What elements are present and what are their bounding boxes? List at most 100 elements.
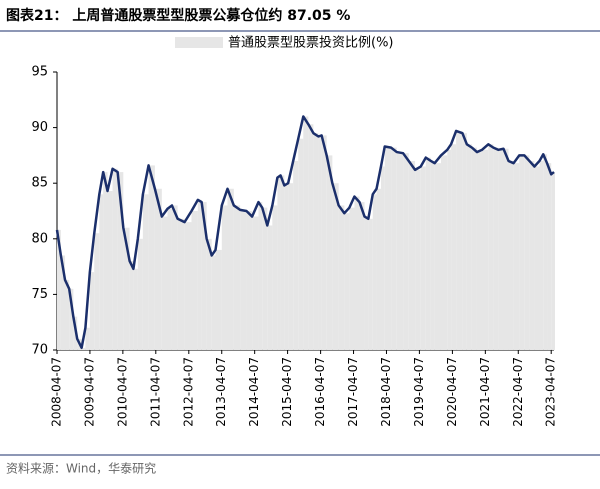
area-column bbox=[338, 205, 345, 350]
x-tick-label: 2022-04-07 bbox=[511, 357, 525, 427]
area-column bbox=[148, 165, 155, 350]
area-column bbox=[233, 205, 241, 350]
y-tick-label: 75 bbox=[31, 287, 48, 302]
area-column bbox=[137, 238, 143, 350]
area-column bbox=[308, 124, 314, 350]
area-column bbox=[503, 148, 509, 350]
area-column bbox=[57, 229, 61, 350]
area-column bbox=[321, 135, 327, 350]
area-column bbox=[476, 152, 483, 350]
area-column bbox=[440, 155, 448, 350]
area-column bbox=[364, 216, 369, 350]
y-tick-label: 85 bbox=[31, 176, 48, 191]
area-column bbox=[258, 202, 263, 350]
y-tick-label: 90 bbox=[31, 120, 48, 135]
area-column bbox=[280, 175, 285, 350]
x-tick-label: 2014-04-07 bbox=[247, 357, 261, 427]
area-column bbox=[60, 255, 66, 350]
area-column bbox=[288, 183, 294, 350]
area-column bbox=[211, 255, 216, 350]
area-column bbox=[313, 133, 319, 350]
area-column bbox=[262, 207, 268, 350]
area-column bbox=[293, 160, 299, 350]
y-tick-label: 70 bbox=[31, 343, 48, 358]
x-tick-label: 2009-04-07 bbox=[82, 357, 96, 427]
area-column bbox=[513, 163, 520, 350]
x-tick-label: 2008-04-07 bbox=[50, 357, 64, 427]
area-column bbox=[529, 160, 535, 350]
area-column bbox=[434, 163, 441, 350]
area-column bbox=[498, 149, 504, 350]
area-column bbox=[415, 169, 421, 350]
area-column bbox=[425, 157, 431, 350]
area-column bbox=[482, 149, 489, 350]
area-column bbox=[551, 174, 554, 350]
area-column bbox=[267, 225, 273, 350]
area-column bbox=[359, 202, 365, 350]
area-column bbox=[420, 166, 426, 350]
area-column bbox=[344, 213, 350, 350]
area-column bbox=[191, 211, 198, 350]
legend-swatch bbox=[175, 37, 223, 48]
area-column bbox=[466, 144, 472, 350]
area-column bbox=[227, 188, 234, 350]
area-column bbox=[547, 163, 552, 350]
area-column bbox=[303, 116, 309, 350]
x-tick-label: 2016-04-07 bbox=[313, 357, 327, 427]
area-column bbox=[117, 172, 124, 350]
area-column bbox=[332, 183, 339, 350]
area-column bbox=[380, 166, 385, 350]
area-column bbox=[103, 172, 108, 350]
area-column bbox=[554, 172, 555, 350]
area-column bbox=[85, 327, 90, 350]
area-column bbox=[99, 194, 104, 350]
area-column bbox=[184, 222, 192, 350]
area-column bbox=[272, 205, 278, 350]
area-column bbox=[112, 168, 118, 350]
x-tick-label: 2023-04-07 bbox=[544, 357, 558, 427]
area-column bbox=[133, 268, 138, 350]
area-column bbox=[246, 211, 253, 350]
x-tick-label: 2012-04-07 bbox=[181, 357, 195, 427]
area-column bbox=[372, 194, 377, 350]
area-column bbox=[298, 138, 304, 350]
area-column bbox=[391, 147, 397, 350]
area-column bbox=[471, 147, 477, 350]
area-column bbox=[65, 279, 70, 350]
x-tick-label: 2013-04-07 bbox=[214, 357, 228, 427]
area-column bbox=[215, 249, 222, 350]
x-tick-label: 2019-04-07 bbox=[412, 357, 426, 427]
area-column bbox=[240, 209, 247, 350]
area-column bbox=[69, 288, 74, 350]
area-column bbox=[167, 208, 172, 350]
area-column bbox=[543, 154, 548, 350]
area-column bbox=[534, 166, 540, 350]
area-column bbox=[403, 153, 409, 350]
chart-title: 图表21： 上周普通股票型型股票公募仓位约 87.05 % bbox=[6, 7, 350, 24]
y-tick-label: 80 bbox=[31, 231, 48, 246]
area-column bbox=[368, 218, 373, 350]
legend-label: 普通股票型股票投资比例(%) bbox=[228, 35, 394, 51]
area-column bbox=[221, 205, 228, 350]
area-column bbox=[277, 177, 281, 350]
area-column bbox=[201, 202, 207, 350]
area-column bbox=[408, 160, 416, 350]
source: 资料来源：Wind，华泰研究 bbox=[6, 461, 156, 476]
area-column bbox=[384, 146, 392, 350]
area-column bbox=[488, 144, 494, 350]
x-tick-label: 2021-04-07 bbox=[478, 357, 492, 427]
area-column bbox=[89, 272, 95, 350]
area-column bbox=[508, 160, 514, 350]
area-column bbox=[456, 130, 463, 350]
area-column bbox=[123, 227, 130, 350]
area-column bbox=[539, 160, 544, 350]
area-column bbox=[206, 238, 212, 350]
area-column bbox=[318, 136, 322, 350]
area-column bbox=[354, 196, 360, 350]
area-column bbox=[447, 149, 452, 350]
x-tick-label: 2015-04-07 bbox=[280, 357, 294, 427]
area-column bbox=[326, 155, 333, 350]
x-tick-label: 2020-04-07 bbox=[445, 357, 459, 427]
area-column bbox=[430, 160, 435, 350]
